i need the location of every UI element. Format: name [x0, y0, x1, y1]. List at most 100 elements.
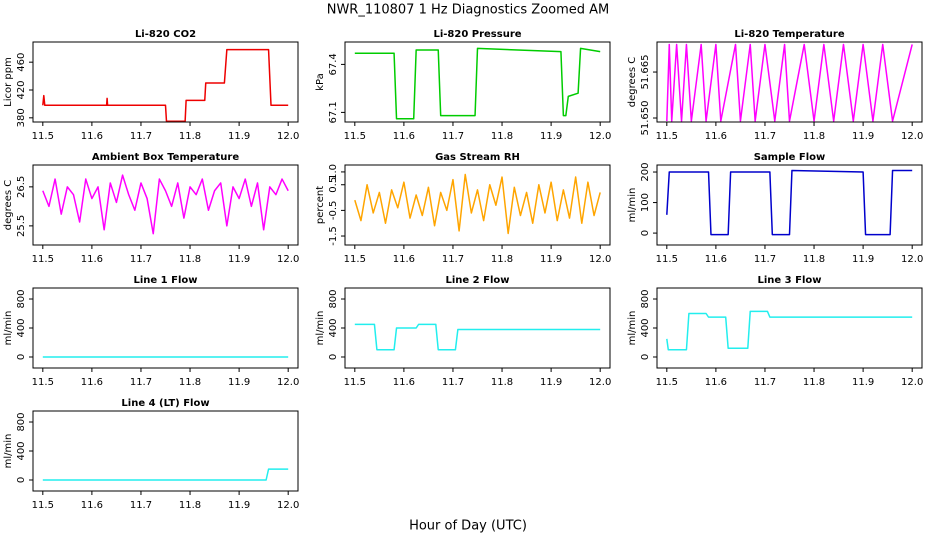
y-tick-label: 100 — [640, 193, 651, 212]
data-line — [354, 173, 601, 235]
x-tick-label: 11.6 — [81, 500, 103, 511]
x-tick-label: 11.9 — [852, 254, 874, 265]
panel-title: Line 4 (LT) Flow — [121, 398, 209, 409]
data-line — [666, 43, 913, 122]
y-tick-label: -0.5 — [328, 201, 339, 221]
plot-frame — [344, 164, 611, 246]
data-line — [354, 47, 601, 120]
x-tick-label: 11.9 — [228, 377, 250, 388]
y-tick-label: 67.1 — [328, 101, 339, 123]
y-tick-label: 400 — [16, 318, 27, 337]
panel-title: Sample Flow — [754, 152, 826, 163]
x-tick-label: 11.8 — [491, 377, 513, 388]
x-tick-label: 12.0 — [589, 377, 611, 388]
x-tick-label: 11.6 — [705, 254, 727, 265]
plot-frame — [32, 41, 299, 123]
y-axis-label: degrees C — [627, 57, 638, 107]
x-axis-label: Hour of Day (UTC) — [409, 519, 527, 534]
panel-title: Li-820 CO2 — [135, 29, 196, 40]
x-tick-label: 11.5 — [656, 131, 678, 142]
x-tick-label: 11.5 — [32, 131, 54, 142]
x-tick-label: 12.0 — [901, 254, 923, 265]
y-tick-label: 1.0 — [328, 164, 339, 180]
y-tick-label: -1.5 — [328, 226, 339, 246]
panel-title: Gas Stream RH — [435, 152, 520, 163]
plot-frame — [656, 41, 923, 123]
panel-title: Line 2 Flow — [446, 275, 510, 286]
x-tick-label: 11.5 — [344, 131, 366, 142]
y-tick-label: 460 — [16, 53, 27, 72]
x-tick-label: 11.6 — [81, 131, 103, 142]
x-tick-label: 12.0 — [277, 500, 299, 511]
plot-frame — [656, 164, 923, 246]
x-tick-label: 11.7 — [130, 131, 152, 142]
x-tick-label: 11.8 — [803, 254, 825, 265]
data-line — [666, 310, 913, 351]
y-tick-label: 400 — [640, 318, 651, 337]
x-tick-label: 11.7 — [442, 254, 464, 265]
y-axis-label: degrees C — [3, 180, 14, 230]
x-tick-label: 11.6 — [81, 254, 103, 265]
x-tick-label: 11.9 — [852, 377, 874, 388]
x-tick-label: 11.8 — [179, 377, 201, 388]
x-tick-label: 12.0 — [901, 131, 923, 142]
x-tick-label: 11.5 — [344, 254, 366, 265]
plot-frame — [344, 41, 611, 123]
y-tick-label: 420 — [16, 80, 27, 99]
x-tick-label: 11.6 — [393, 377, 415, 388]
x-tick-label: 11.8 — [179, 131, 201, 142]
x-tick-label: 11.7 — [130, 500, 152, 511]
x-tick-label: 11.9 — [228, 500, 250, 511]
data-line — [42, 48, 289, 123]
x-tick-label: 11.6 — [393, 254, 415, 265]
x-tick-label: 11.9 — [228, 131, 250, 142]
x-tick-label: 11.5 — [32, 377, 54, 388]
x-tick-label: 11.6 — [705, 131, 727, 142]
x-tick-label: 11.7 — [442, 377, 464, 388]
x-tick-label: 11.7 — [754, 254, 776, 265]
x-tick-label: 12.0 — [589, 254, 611, 265]
plot-frame — [344, 287, 611, 369]
y-axis-label: kPa — [315, 73, 326, 91]
y-tick-label: 0 — [16, 477, 27, 483]
y-tick-label: 380 — [16, 108, 27, 127]
y-tick-label: 800 — [328, 289, 339, 308]
x-tick-label: 11.7 — [754, 377, 776, 388]
x-tick-label: 11.7 — [130, 254, 152, 265]
y-tick-label: 0.5 — [328, 177, 339, 193]
data-line — [42, 468, 289, 481]
x-tick-label: 11.8 — [491, 254, 513, 265]
y-tick-label: 400 — [328, 318, 339, 337]
x-tick-label: 12.0 — [277, 254, 299, 265]
x-tick-label: 11.9 — [852, 131, 874, 142]
y-tick-label: 400 — [16, 441, 27, 460]
plot-frame — [656, 287, 923, 369]
y-axis-label: ml/min — [3, 434, 14, 469]
x-tick-label: 11.9 — [540, 254, 562, 265]
y-tick-label: 200 — [640, 162, 651, 181]
x-tick-label: 12.0 — [589, 131, 611, 142]
figure-title: NWR_110807 1 Hz Diagnostics Zoomed AM — [327, 3, 610, 18]
x-tick-label: 11.9 — [540, 131, 562, 142]
y-tick-label: 25.5 — [16, 215, 27, 237]
panel-title: Line 3 Flow — [758, 275, 822, 286]
x-tick-label: 12.0 — [277, 131, 299, 142]
x-tick-label: 11.5 — [344, 377, 366, 388]
x-tick-label: 11.5 — [32, 500, 54, 511]
data-line — [42, 174, 289, 235]
plot-frame — [32, 410, 299, 492]
x-tick-label: 11.8 — [179, 500, 201, 511]
y-tick-label: 800 — [640, 289, 651, 308]
y-axis-label: ml/min — [3, 311, 14, 346]
y-tick-label: 51.665 — [640, 55, 651, 90]
y-axis-label: ml/min — [315, 311, 326, 346]
y-tick-label: 0 — [640, 354, 651, 360]
x-tick-label: 11.8 — [803, 377, 825, 388]
panel-title: Li-820 Pressure — [433, 29, 521, 40]
panel-title: Line 1 Flow — [134, 275, 198, 286]
y-tick-label: 0 — [16, 354, 27, 360]
y-tick-label: 51.650 — [640, 101, 651, 136]
data-line — [666, 169, 913, 236]
x-tick-label: 11.9 — [228, 254, 250, 265]
